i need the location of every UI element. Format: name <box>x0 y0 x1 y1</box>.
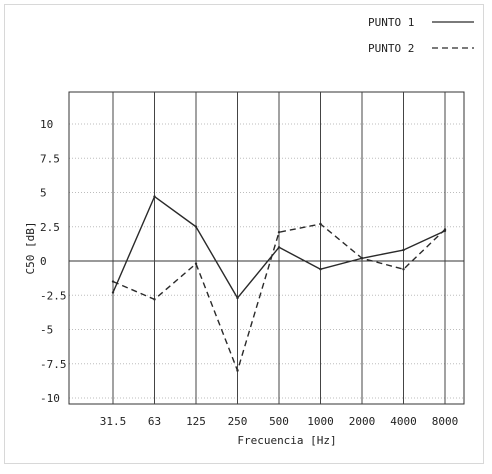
x-tick-label: 500 <box>269 415 289 428</box>
y-axis-label: C50 [dB] <box>24 222 37 275</box>
y-tick-label: 10 <box>40 118 53 131</box>
y-tick-label: 7.5 <box>40 152 60 165</box>
y-tick-label: 5 <box>40 187 47 200</box>
data-point <box>277 231 281 234</box>
data-point <box>153 195 156 198</box>
series-line-2 <box>112 223 446 372</box>
x-tick-label: 4000 <box>390 415 417 428</box>
data-point <box>319 268 322 271</box>
x-tick-label: 8000 <box>432 415 459 428</box>
x-tick-label: 125 <box>186 415 206 428</box>
x-tick-labels: 31.5 63 125 250 500 1000 2000 4000 8000 <box>100 415 459 428</box>
data-point <box>194 225 198 228</box>
y-tick-label: -7.5 <box>40 358 67 371</box>
y-tick-label: -2.5 <box>40 289 67 302</box>
y-tick-label: -10 <box>40 392 60 405</box>
data-point <box>360 257 364 260</box>
x-tick-label: 1000 <box>307 415 334 428</box>
series-lines <box>111 195 447 372</box>
legend: PUNTO 1 PUNTO 2 <box>368 16 474 55</box>
data-point <box>319 222 322 226</box>
y-tick-labels: 10 7.5 5 2.5 0 -2.5 -5 -7.5 -10 <box>40 118 67 405</box>
y-tick-label: 0 <box>40 255 47 268</box>
x-axis-label: Frecuencia [Hz] <box>237 434 336 447</box>
data-point <box>402 268 405 271</box>
x-tick-label: 31.5 <box>100 415 127 428</box>
plot-border <box>68 91 465 405</box>
legend-label: PUNTO 1 <box>368 16 414 29</box>
data-point <box>111 280 115 283</box>
data-point <box>111 291 115 294</box>
x-tick-label: 250 <box>228 415 248 428</box>
x-tick-label: 2000 <box>349 415 376 428</box>
legend-label: PUNTO 2 <box>368 42 414 55</box>
data-point <box>236 369 239 372</box>
data-point <box>194 262 198 265</box>
data-point <box>402 248 405 252</box>
y-tick-label: -5 <box>40 324 53 337</box>
y-tick-label: 2.5 <box>40 221 60 234</box>
data-point <box>236 296 239 300</box>
data-point <box>277 246 281 249</box>
data-point <box>153 298 156 301</box>
data-point <box>443 228 447 231</box>
grid-lines <box>69 123 464 399</box>
x-tick-label: 63 <box>148 415 161 428</box>
